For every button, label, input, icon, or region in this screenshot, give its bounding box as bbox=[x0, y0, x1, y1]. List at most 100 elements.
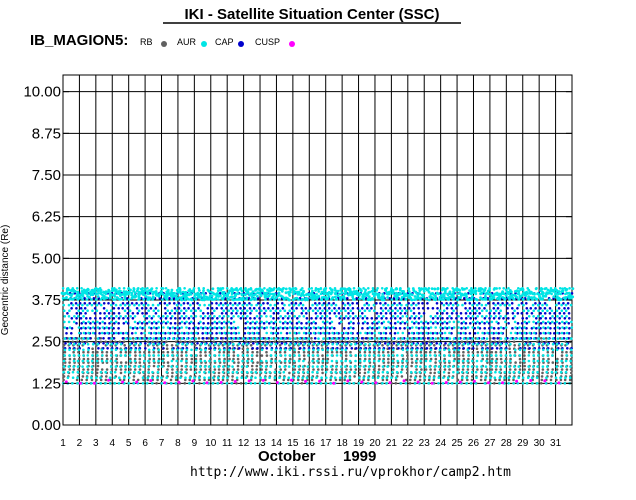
data-point-aur bbox=[65, 291, 69, 294]
data-point-aur bbox=[373, 331, 376, 335]
data-point-cap bbox=[219, 302, 223, 305]
data-point-aur bbox=[437, 376, 441, 380]
data-point-aur bbox=[412, 289, 416, 293]
data-point-aur bbox=[320, 290, 324, 294]
data-point-aur bbox=[391, 365, 394, 368]
data-point-aur bbox=[176, 348, 179, 352]
data-point-aur bbox=[358, 309, 362, 313]
data-point-aur bbox=[114, 359, 117, 363]
data-point-aur bbox=[480, 297, 484, 301]
data-point-aur bbox=[218, 342, 221, 346]
data-point-aur bbox=[230, 382, 233, 385]
data-point-aur bbox=[62, 365, 66, 368]
data-point-rb bbox=[494, 350, 498, 354]
data-point-aur bbox=[556, 292, 560, 296]
data-point-cusp bbox=[78, 381, 82, 385]
data-point-rb bbox=[513, 350, 517, 354]
data-point-cap bbox=[497, 312, 501, 315]
data-point-aur bbox=[307, 337, 311, 340]
data-point-aur bbox=[351, 293, 355, 296]
data-point-aur bbox=[371, 382, 375, 385]
data-point-aur bbox=[108, 290, 111, 293]
data-point-aur bbox=[222, 326, 226, 329]
data-point-aur bbox=[517, 365, 521, 368]
data-point-aur bbox=[114, 320, 118, 324]
data-point-aur bbox=[335, 309, 339, 313]
data-point-aur bbox=[62, 303, 65, 307]
data-point-aur bbox=[235, 370, 239, 374]
data-point-aur bbox=[213, 309, 216, 313]
data-point-rb bbox=[255, 354, 259, 357]
data-point-aur bbox=[204, 326, 207, 329]
data-point-aur bbox=[76, 370, 80, 374]
data-point-aur bbox=[296, 370, 300, 374]
data-point-rb bbox=[283, 350, 287, 354]
data-point-aur bbox=[77, 354, 81, 357]
data-point-aur bbox=[199, 342, 203, 346]
y-axis: Geocentric distance (Re) 0.001.252.503.7… bbox=[0, 84, 572, 434]
data-point-rb bbox=[514, 361, 517, 364]
data-point-aur bbox=[556, 326, 560, 329]
x-tick-label: 8 bbox=[175, 438, 181, 449]
data-point-aur bbox=[395, 365, 399, 368]
data-point-rb bbox=[490, 368, 494, 371]
data-point-cap bbox=[408, 307, 411, 310]
data-point-aur bbox=[101, 326, 105, 329]
data-point-cap bbox=[549, 327, 552, 330]
data-point-cap bbox=[455, 312, 459, 315]
data-point-aur bbox=[152, 315, 155, 318]
data-point-aur bbox=[401, 290, 404, 293]
data-point-rb bbox=[264, 378, 267, 382]
data-point-rb bbox=[537, 350, 540, 354]
data-point-aur bbox=[152, 320, 156, 324]
data-point-aur bbox=[269, 354, 273, 357]
data-point-rb bbox=[462, 350, 465, 354]
data-point-aur bbox=[509, 354, 512, 357]
data-point-rb bbox=[76, 340, 79, 344]
data-point-aur bbox=[96, 288, 100, 291]
data-point-aur bbox=[485, 359, 488, 363]
data-point-aur bbox=[321, 303, 324, 307]
data-point-cusp bbox=[318, 379, 322, 383]
data-point-aur bbox=[367, 295, 371, 299]
data-point-rb bbox=[301, 340, 305, 344]
data-point-aur bbox=[452, 320, 456, 324]
data-point-aur bbox=[517, 298, 521, 301]
data-point-aur bbox=[171, 331, 174, 335]
data-point-aur bbox=[494, 359, 498, 363]
data-point-aur bbox=[137, 303, 141, 307]
data-point-aur bbox=[142, 320, 146, 324]
data-point-rb bbox=[433, 368, 437, 371]
data-point-aur bbox=[373, 309, 376, 313]
data-point-aur bbox=[194, 359, 198, 363]
data-point-aur bbox=[77, 326, 81, 329]
data-point-aur bbox=[420, 354, 423, 357]
data-point-rb bbox=[339, 350, 343, 354]
data-point-aur bbox=[162, 315, 165, 318]
data-point-aur bbox=[373, 294, 376, 298]
data-point-rb bbox=[493, 340, 497, 344]
data-point-rb bbox=[508, 350, 512, 354]
data-point-aur bbox=[244, 376, 248, 380]
data-point-aur bbox=[335, 297, 339, 301]
data-point-aur bbox=[476, 326, 480, 329]
data-point-cap bbox=[252, 342, 255, 345]
data-point-rb bbox=[467, 350, 470, 354]
data-point-rb bbox=[242, 357, 245, 361]
data-point-cap bbox=[225, 312, 228, 315]
data-point-rb bbox=[471, 368, 475, 371]
data-point-rb bbox=[443, 368, 447, 371]
data-point-aur bbox=[343, 287, 347, 291]
data-point-aur bbox=[333, 295, 337, 299]
data-point-cap bbox=[192, 317, 195, 320]
data-point-aur bbox=[532, 337, 536, 340]
data-point-rb bbox=[471, 350, 475, 354]
data-point-aur bbox=[415, 320, 418, 324]
data-point-aur bbox=[326, 331, 329, 335]
data-point-aur bbox=[335, 359, 338, 363]
data-point-aur bbox=[157, 354, 160, 357]
data-point-aur bbox=[292, 303, 296, 307]
data-point-rb bbox=[249, 340, 253, 344]
data-point-aur bbox=[90, 359, 94, 363]
data-point-aur bbox=[316, 354, 319, 357]
